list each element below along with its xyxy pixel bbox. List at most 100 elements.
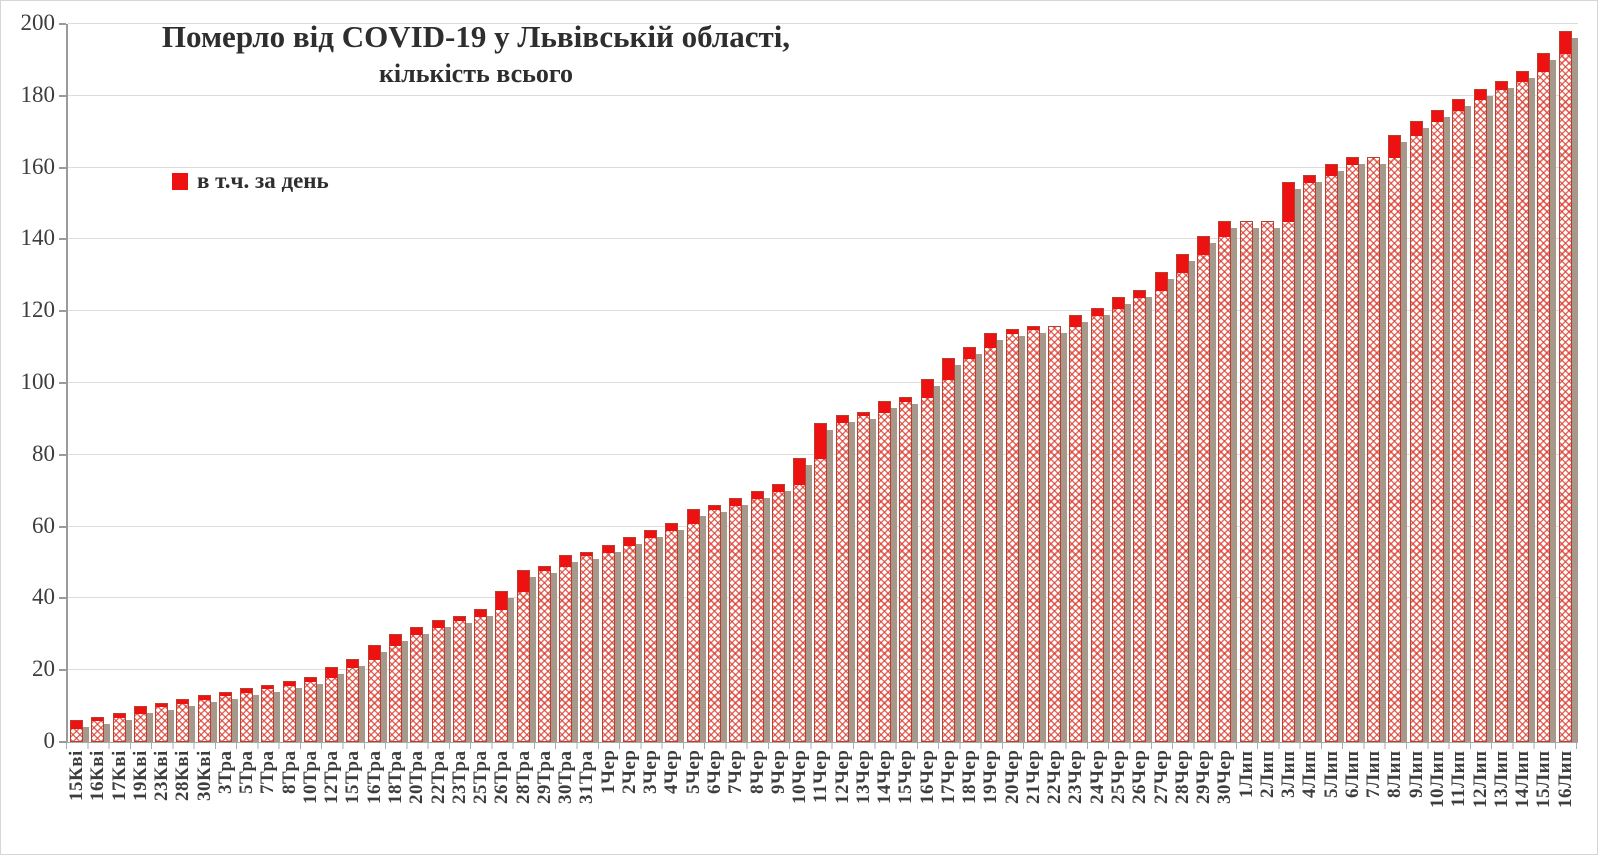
bar	[1367, 156, 1381, 742]
x-axis-label: 16Чер	[916, 750, 938, 805]
x-axis-label: 10Тра	[299, 750, 321, 804]
bar-slot	[302, 24, 323, 742]
bar-shadow	[1465, 106, 1472, 742]
x-axis-label: 18Тра	[384, 750, 406, 804]
y-axis-label: 0	[43, 728, 56, 753]
bar	[537, 566, 551, 742]
y-axis-label: 20	[32, 656, 55, 682]
x-axis-label: 6Лип	[1341, 750, 1363, 798]
x-axis-label: 13Чер	[852, 750, 874, 805]
bar-shadow	[1571, 38, 1578, 742]
bar-slot	[834, 24, 855, 742]
bar-daily-cap	[1495, 82, 1507, 90]
bar-daily-cap	[1389, 136, 1401, 158]
bar-slot	[1450, 24, 1472, 742]
x-axis-label: 15Кві	[66, 750, 87, 801]
bar-daily-cap	[71, 721, 82, 729]
bar-daily-cap	[156, 703, 168, 708]
bar-slot	[1174, 24, 1195, 742]
bar-daily-cap	[1134, 290, 1146, 298]
bar-shadow	[827, 429, 834, 742]
bar	[495, 591, 509, 742]
x-axis-label: 2Лип	[1256, 750, 1278, 798]
bar	[707, 505, 721, 742]
bar-slot	[1280, 24, 1302, 742]
y-axis-tick-icon	[59, 23, 66, 25]
bar-shadow	[1146, 296, 1153, 742]
bar-daily-cap	[666, 524, 678, 532]
bar-slot	[642, 24, 664, 742]
bar-daily-cap	[1198, 236, 1210, 255]
bar-slot	[578, 24, 600, 742]
x-axis-label: 8Лип	[1384, 750, 1406, 798]
x-axis-label: 19Кві	[129, 750, 151, 801]
bar-shadow	[1550, 59, 1557, 742]
bar	[197, 695, 211, 742]
x-axis-label: 12Тра	[321, 750, 343, 804]
bar	[303, 677, 317, 742]
x-axis-label: 14Чер	[874, 750, 896, 805]
bar-daily-cap	[985, 333, 997, 349]
y-axis-tick-icon	[59, 166, 66, 169]
bar-shadow	[1039, 332, 1046, 742]
bar	[261, 684, 275, 742]
bar-slot	[344, 24, 366, 742]
bar-shadow	[1337, 171, 1344, 742]
x-axis-labels: 15Кві 16Кві 17Кві 19Кві 23Кві 28Кві 30Кві 3Тра 5…	[66, 750, 1576, 850]
bar-slot	[1301, 24, 1323, 742]
bar	[1345, 156, 1359, 742]
bar	[899, 397, 913, 742]
legend-swatch-icon	[172, 172, 188, 190]
bar-slot	[217, 24, 238, 742]
bar-daily-cap	[1474, 89, 1486, 101]
bar-shadow	[572, 562, 579, 742]
legend: в т.ч. за день	[172, 168, 329, 194]
bar-slot	[493, 24, 515, 742]
bar-slot	[89, 24, 111, 742]
y-axis-tick-icon	[59, 238, 66, 241]
bar-shadow	[550, 573, 557, 742]
bar-slot	[1238, 24, 1259, 742]
bar-slot	[323, 24, 345, 742]
bar-daily-cap	[1070, 315, 1082, 327]
x-axis-label: 10Чер	[789, 750, 811, 805]
x-axis-label: 11Лип	[1448, 750, 1470, 807]
bar-shadow	[976, 354, 983, 742]
bar-shadow	[146, 713, 153, 742]
x-axis-label: 10Лип	[1427, 750, 1448, 808]
bar-shadow	[274, 691, 281, 742]
x-axis-label: 5Тра	[236, 750, 258, 794]
x-axis-label: 28Тра	[512, 750, 534, 804]
bar-daily-cap	[879, 401, 891, 413]
bar-shadow	[742, 504, 749, 742]
bar-daily-cap	[1304, 175, 1316, 183]
bar-slot	[1344, 24, 1365, 742]
bar-daily-cap	[198, 696, 210, 700]
bar	[133, 706, 147, 742]
chart-title: Померло від COVID-19 у Львівській област…	[81, 17, 871, 91]
bar	[941, 357, 955, 742]
x-axis-label: 22Чер	[1044, 750, 1066, 805]
bar-shadow	[83, 727, 89, 742]
x-axis-label: 28Кві	[172, 750, 194, 801]
x-axis-label: 20Чер	[1001, 750, 1023, 805]
bars	[68, 24, 1578, 742]
bar-slot	[621, 24, 642, 742]
y-axis-tick-icon	[59, 310, 66, 313]
bar-shadow	[508, 598, 515, 742]
bar	[70, 720, 83, 742]
bar-slot	[1408, 24, 1429, 742]
bar-shadow	[1018, 336, 1025, 742]
bar-shadow	[891, 407, 898, 742]
x-axis-label: 7Чер	[725, 750, 747, 795]
bar-slot	[557, 24, 579, 742]
gridline	[68, 94, 1578, 96]
x-axis-label: 22Тра	[427, 750, 449, 804]
bar	[771, 483, 785, 742]
bar-shadow	[1125, 303, 1132, 742]
bar-shadow	[1231, 228, 1238, 742]
x-axis-label: 7Тра	[257, 750, 279, 794]
bar	[1473, 88, 1487, 742]
legend-label: в т.ч. за день	[197, 168, 329, 193]
bar	[1154, 271, 1168, 742]
